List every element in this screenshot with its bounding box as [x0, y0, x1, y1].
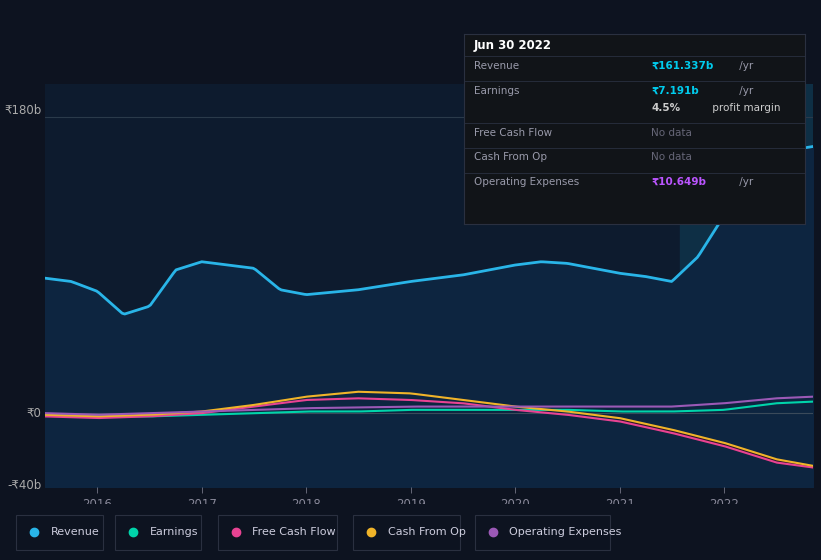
Text: No data: No data [651, 152, 692, 162]
Text: Cash From Op: Cash From Op [388, 527, 466, 537]
Text: profit margin: profit margin [709, 103, 781, 113]
Text: ₹10.649b: ₹10.649b [651, 177, 706, 187]
Text: Revenue: Revenue [51, 527, 99, 537]
Text: ₹7.191b: ₹7.191b [651, 86, 699, 96]
Text: /yr: /yr [736, 177, 754, 187]
Text: ₹180b: ₹180b [4, 104, 41, 117]
Text: No data: No data [651, 128, 692, 138]
Text: 4.5%: 4.5% [651, 103, 681, 113]
Bar [680, 84, 821, 487]
Text: Earnings: Earnings [149, 527, 198, 537]
Text: Cash From Op: Cash From Op [474, 152, 547, 162]
Text: Jun 30 2022: Jun 30 2022 [474, 39, 552, 52]
Text: /yr: /yr [736, 61, 754, 71]
Text: ₹161.337b: ₹161.337b [651, 61, 713, 71]
Text: Operating Expenses: Operating Expenses [509, 527, 621, 537]
Text: ₹0: ₹0 [26, 407, 41, 419]
Text: Earnings: Earnings [474, 86, 520, 96]
Text: Free Cash Flow: Free Cash Flow [474, 128, 553, 138]
Text: -₹40b: -₹40b [7, 479, 41, 492]
Text: /yr: /yr [736, 86, 754, 96]
Text: Revenue: Revenue [474, 61, 519, 71]
Text: Operating Expenses: Operating Expenses [474, 177, 580, 187]
Text: Free Cash Flow: Free Cash Flow [252, 527, 336, 537]
